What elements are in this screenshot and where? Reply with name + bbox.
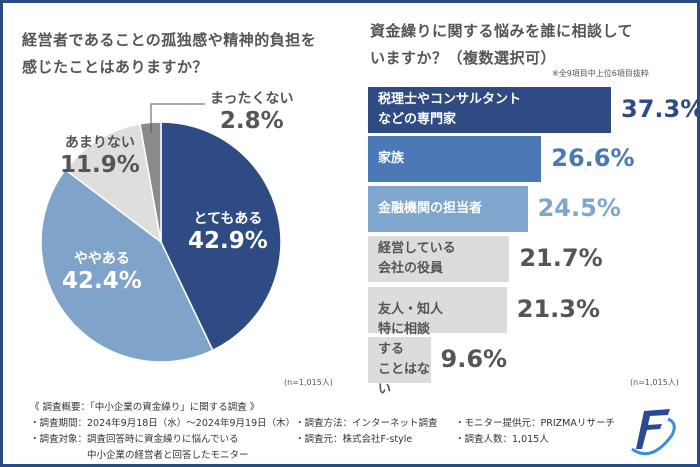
bar: 金融機関の担当者 [368,186,528,232]
pie-slice [64,122,163,244]
bar-label: 友人・知人 [378,302,444,317]
pie-slice [40,168,214,363]
bar-label: 金融機関の担当者 [378,201,483,216]
title-line: 資金繰りに関する悩みを誰に相談して [370,22,634,40]
summary-item: ・調査元：株式会社F-style [295,434,413,445]
summary-item: ・調査方法：インターネット調査 [295,418,438,429]
bar-label: 家族 [378,151,405,166]
bar: 家族 [368,136,542,182]
slice-label: あまりない [64,135,135,151]
summary-heading: 《 調査概要：「中小企業の資金繰り」に関する調査 》 [30,402,260,413]
summary-row: ・調査期間：2024年9月18日（水）～2024年9月19日（木） ・調査方法：イ… [30,416,615,432]
summary-row: 中小企業の経営者と回答したモニター [30,448,615,464]
right-sample-size: (n=1,015人) [630,378,679,387]
title-line: 経営者であることの孤独感や精神的負担を [22,31,317,49]
bar-value: 21.7% [519,244,603,272]
bar: 経営している 会社の役員 [368,236,510,282]
left-sample-size: (n=1,015人) [284,378,333,387]
pie-label: あまりない 11.9% [60,132,140,178]
pie-label: とてもある 42.9% [188,208,268,254]
slice-value: 42.4% [62,268,142,294]
bar-label: 特に相談する ことはない [378,322,431,397]
bar-value: 21.3% [516,295,601,323]
summary-item: ・調査人数：1,015人 [455,434,549,445]
slice-label: ややある [73,251,130,267]
bar: 税理士やコンサルタント などの専門家 [368,87,611,133]
subnote: ※全9項目中上位6項目抜粋 [552,69,649,78]
summary-item: 中小企業の経営者と回答したモニター [30,450,249,461]
bar-label: 経営している 会社の役員 [378,241,456,276]
slice-label: まったくない [210,91,294,107]
bar-value: 9.6% [440,345,508,373]
slice-label: とてもある [193,211,263,227]
right-chart-title: 資金繰りに関する悩みを誰に相談して いますか？（複数選択可） [370,18,633,72]
summary-item [295,448,455,464]
bar-label: 税理士やコンサルタント などの専門家 [378,92,522,127]
summary-item: ・調査期間：2024年9月18日（水）～2024年9月19日（木） [30,418,296,429]
slice-value: 42.9% [188,228,268,254]
bar-value: 24.5% [537,194,621,222]
pie-slice [139,121,162,243]
slice-value: 11.9% [60,152,140,178]
pie-chart [40,103,282,363]
company-logo [631,409,676,456]
pie-label: まったくない 2.8% [210,88,293,134]
title-line: 感じたことはありますか？ [22,58,209,76]
slice-value: 2.8% [219,108,284,134]
pie-slice [160,121,282,352]
left-chart-title: 経営者であることの孤独感や精神的負担を 感じたことはありますか？ [22,27,316,81]
bar-value: 37.3% [621,95,700,123]
pie-label: ややある 42.4% [62,248,142,294]
bar: 友人・知人 [368,287,507,333]
title-line: いますか？（複数選択可） [370,49,557,67]
summary-item: ・調査対象：調査回答時に資金繰りに悩んでいる [30,434,239,445]
bar: 特に相談する ことはない [368,322,431,397]
summary-item: ・モニター提供元：PRIZMAリサーチ [455,418,615,429]
bar-value: 26.6% [551,144,635,172]
summary-row: ・調査対象：調査回答時に資金繰りに悩んでいる ・調査元：株式会社F-style ・調… [30,432,615,448]
survey-summary: 《 調査概要：「中小企業の資金繰り」に関する調査 》 ・調査期間：2024年9月… [30,400,615,464]
callout-line [150,103,205,133]
